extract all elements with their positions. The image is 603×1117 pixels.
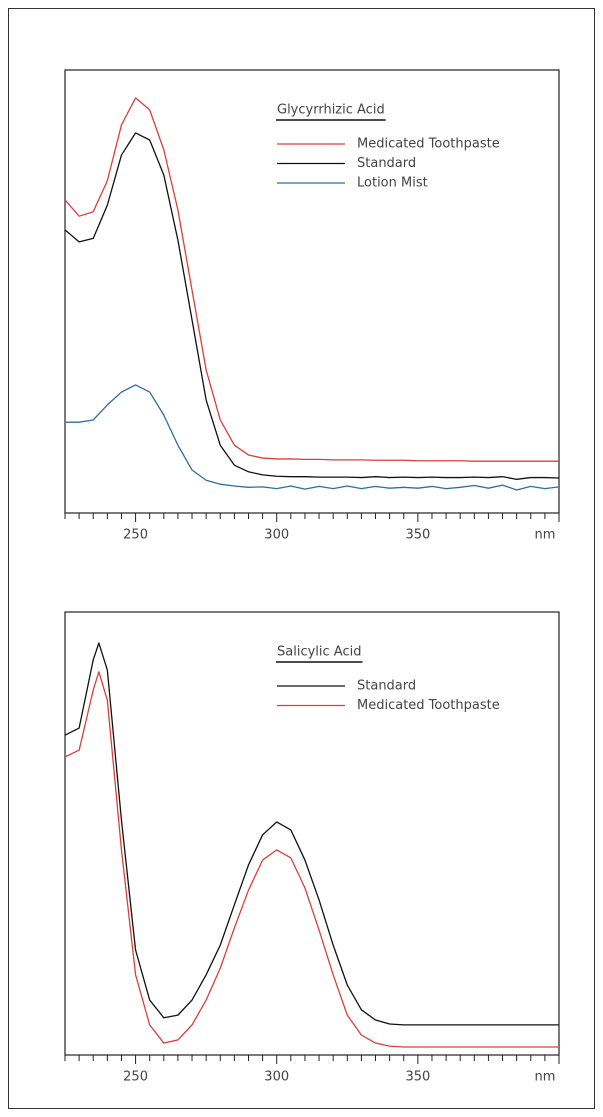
legend-label: Standard (357, 156, 416, 171)
x-tick-label: nm (535, 528, 556, 543)
x-tick-label: 300 (264, 528, 289, 543)
x-tick-label: nm (535, 1070, 556, 1085)
plot-frame (64, 69, 560, 514)
x-tick-label: 350 (405, 1070, 430, 1085)
legend-label: Lotion Mist (357, 176, 428, 191)
legend-title: Salicylic Acid (277, 645, 361, 660)
series-line (65, 384, 560, 491)
x-tick-label: 350 (405, 528, 430, 543)
x-tick-label: 250 (123, 528, 148, 543)
outer-frame (8, 8, 595, 1109)
series-line (64, 97, 559, 462)
x-tick-label: 250 (123, 1070, 148, 1085)
legend-label: Standard (357, 679, 416, 694)
x-tick-label: 300 (264, 1070, 289, 1085)
plot-frame (64, 611, 560, 1056)
series-line (64, 132, 560, 480)
legend-label: Medicated Toothpaste (357, 698, 500, 713)
series-line (64, 671, 559, 1048)
legend-title: Glycyrrhizic Acid (277, 103, 385, 118)
series-line (64, 642, 559, 1026)
legend-label: Medicated Toothpaste (357, 137, 500, 152)
